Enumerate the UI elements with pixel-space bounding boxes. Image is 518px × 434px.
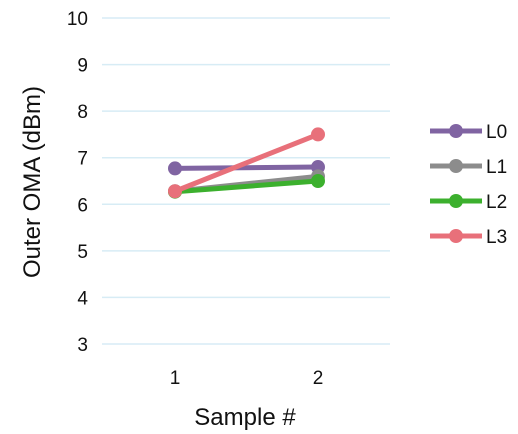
data-point-l3-2	[311, 127, 325, 142]
legend-item-l0: L0	[430, 122, 507, 143]
series-l3	[168, 127, 325, 199]
legend-swatch-marker	[449, 159, 463, 173]
legend-label: L0	[486, 122, 507, 143]
grid-lines	[102, 17, 390, 345]
series-line-l3	[172, 131, 321, 194]
legend-swatch-marker	[449, 194, 463, 208]
data-point-l2-2	[311, 174, 325, 188]
y-tick-label: 5	[77, 242, 88, 263]
legend-swatch-marker	[449, 229, 463, 243]
legend-label: L2	[486, 192, 507, 213]
y-tick-labels: 3 4 5 6 7 8 9 10	[67, 9, 89, 356]
y-tick-label: 10	[67, 9, 88, 30]
legend-item-l2: L2	[430, 192, 507, 213]
data-point-l0-1	[168, 161, 182, 176]
y-tick-label: 3	[77, 335, 88, 356]
y-tick-label: 4	[77, 288, 88, 309]
x-axis-title: Sample #	[194, 404, 296, 431]
series-line-l2	[172, 178, 321, 195]
series-line-l0	[172, 164, 321, 171]
legend-label: L3	[486, 227, 507, 248]
data-point-l3-1	[168, 184, 182, 199]
y-tick-label: 6	[77, 195, 88, 216]
x-tick-label: 1	[170, 368, 181, 389]
legend-item-l3: L3	[430, 227, 507, 248]
legend-label: L1	[486, 157, 507, 178]
x-tick-label: 2	[313, 368, 324, 389]
y-axis-title: Outer OMA (dBm)	[19, 86, 46, 278]
series-lines	[168, 127, 325, 199]
y-tick-label: 8	[77, 102, 88, 123]
legend: L0 L1 L2 L3	[430, 122, 507, 248]
legend-item-l1: L1	[430, 157, 507, 178]
legend-swatch-marker	[449, 124, 463, 138]
y-tick-label: 7	[77, 149, 88, 170]
y-tick-label: 9	[77, 56, 88, 77]
